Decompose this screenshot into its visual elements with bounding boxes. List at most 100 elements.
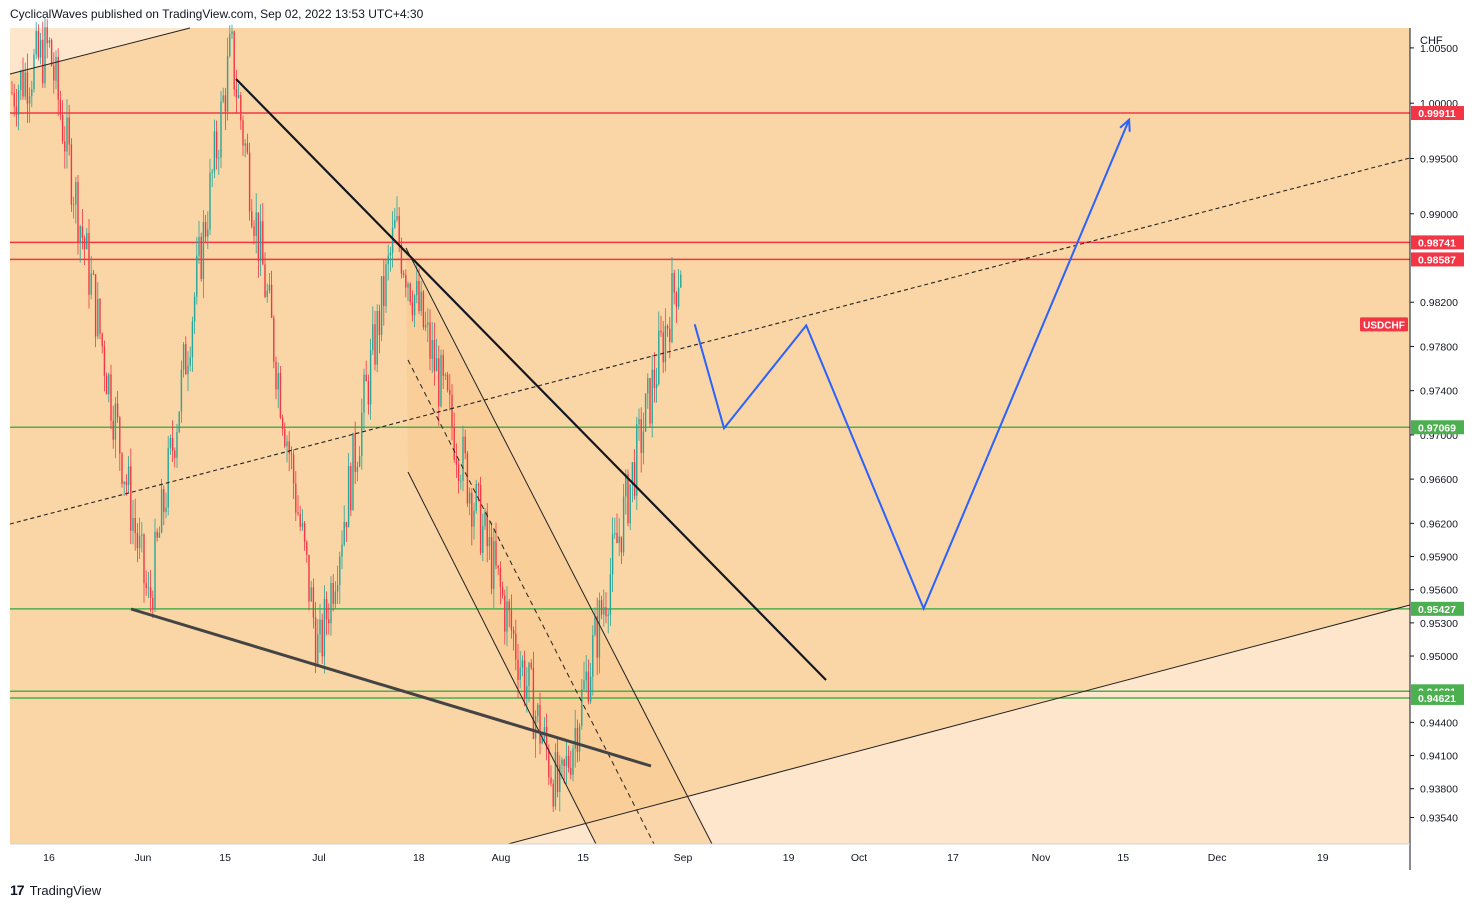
candle-body <box>510 610 513 631</box>
candle-body <box>372 324 374 351</box>
candle-body <box>493 541 495 589</box>
tradingview-logo-icon[interactable]: 17 <box>10 882 25 898</box>
descending-channel-median-line[interactable] <box>407 359 655 845</box>
candle-body <box>334 591 337 604</box>
candle-body <box>416 280 418 296</box>
candle-body <box>35 30 37 55</box>
candle-body <box>257 212 260 261</box>
candle-body <box>563 759 565 767</box>
candle-body <box>343 522 345 545</box>
candle-body <box>169 438 172 448</box>
candle-body <box>394 219 396 228</box>
candle-body <box>292 454 295 484</box>
projection-path[interactable] <box>693 117 1131 612</box>
candle-body <box>457 464 460 481</box>
candle-body <box>380 276 383 335</box>
candle-body <box>398 215 400 245</box>
candle-body <box>506 601 508 632</box>
candle-body <box>526 685 528 698</box>
candle-body <box>209 172 211 230</box>
candle-body <box>495 541 497 566</box>
time-tick-label: 19 <box>1317 852 1329 864</box>
candle-body <box>178 411 180 432</box>
price-tick-label: 0.93800 <box>1420 784 1458 796</box>
descending-channel-upper-line[interactable] <box>405 247 713 845</box>
time-tick-label: 17 <box>947 852 959 864</box>
candle-body <box>420 291 422 311</box>
candle-body <box>336 585 339 592</box>
support-trend-line[interactable] <box>130 607 652 768</box>
candle-body <box>614 533 616 535</box>
candle-body <box>229 33 231 57</box>
candle-body <box>242 120 244 146</box>
candle-body <box>400 244 403 274</box>
candle-body <box>295 483 297 513</box>
candle-body <box>97 299 99 337</box>
candle-body <box>288 441 290 454</box>
candle-body <box>442 355 444 376</box>
candle-body <box>548 749 550 778</box>
candle-body <box>264 264 266 297</box>
candle-body <box>204 221 207 237</box>
candle-body <box>488 537 491 547</box>
candle-body <box>273 317 275 362</box>
candle-body <box>466 453 469 504</box>
candle-body <box>231 31 233 34</box>
tradingview-brand[interactable]: TradingView <box>29 882 102 898</box>
candle-body <box>59 99 62 115</box>
candle-body <box>462 436 464 481</box>
candle-body <box>101 333 103 347</box>
candle-body <box>171 438 174 451</box>
candle-body <box>642 431 645 453</box>
candle-body <box>446 374 449 391</box>
candle-body <box>187 365 189 375</box>
candle-body <box>431 340 433 359</box>
rising-channel-lower-line[interactable] <box>507 604 1411 845</box>
candle-body <box>145 583 147 589</box>
candle-body <box>110 374 112 421</box>
candle-body <box>490 537 493 589</box>
candle-body <box>325 599 328 620</box>
candle-body <box>583 680 585 690</box>
candle-body <box>253 226 255 236</box>
candle-body <box>92 273 95 275</box>
candle-body <box>266 290 268 297</box>
candle-body <box>515 633 517 660</box>
time-tick-label: Jul <box>312 852 325 864</box>
candle-body <box>24 72 26 97</box>
candle-body <box>176 431 178 458</box>
candle-body <box>130 466 132 531</box>
candle-body <box>424 324 427 328</box>
candle-body <box>413 295 416 316</box>
candle-body <box>565 755 568 767</box>
candle-body <box>61 114 64 142</box>
price-axis-ticks: 1.005001.000000.995000.990000.982000.978… <box>1410 43 1458 824</box>
candle-body <box>640 419 642 453</box>
candle-body <box>90 273 92 295</box>
candle-body <box>48 40 51 44</box>
candle-body <box>581 689 583 726</box>
candle-body <box>200 236 202 280</box>
candle-body <box>666 325 669 329</box>
candle-body <box>79 226 81 243</box>
rising-channel-upper-line[interactable] <box>9 27 191 75</box>
candle-body <box>218 157 220 159</box>
candle-body <box>365 374 367 382</box>
candle-body <box>374 324 376 365</box>
candle-body <box>141 534 143 536</box>
candle-body <box>407 283 409 288</box>
candle-body <box>609 574 612 615</box>
publisher-attribution: CyclicalWaves published on TradingView.c… <box>10 7 424 21</box>
price-axis-background <box>1410 28 1478 844</box>
candle-body <box>319 619 321 635</box>
rising-median-line[interactable] <box>9 157 1411 525</box>
downtrend-line[interactable] <box>235 78 827 681</box>
candle-body <box>479 485 482 553</box>
candle-body <box>438 358 440 407</box>
candle-body <box>356 466 359 472</box>
descending-channel-lower-line[interactable] <box>407 471 597 845</box>
price-tick-label: 0.95900 <box>1420 552 1458 564</box>
candle-body <box>662 332 664 363</box>
candle-body <box>660 330 662 333</box>
